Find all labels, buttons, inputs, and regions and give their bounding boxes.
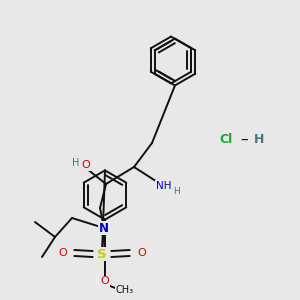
Text: S: S (97, 248, 107, 260)
Text: –: – (241, 132, 248, 147)
Text: H: H (254, 133, 265, 146)
Text: N: N (99, 221, 109, 235)
Text: O: O (100, 277, 109, 286)
Text: H: H (72, 158, 79, 169)
Text: O: O (58, 248, 67, 258)
Text: O: O (81, 160, 90, 170)
Text: CH₃: CH₃ (116, 285, 134, 295)
Text: Cl: Cl (220, 133, 233, 146)
Text: NH: NH (156, 181, 171, 190)
Text: H: H (173, 187, 180, 196)
Text: O: O (137, 248, 146, 258)
